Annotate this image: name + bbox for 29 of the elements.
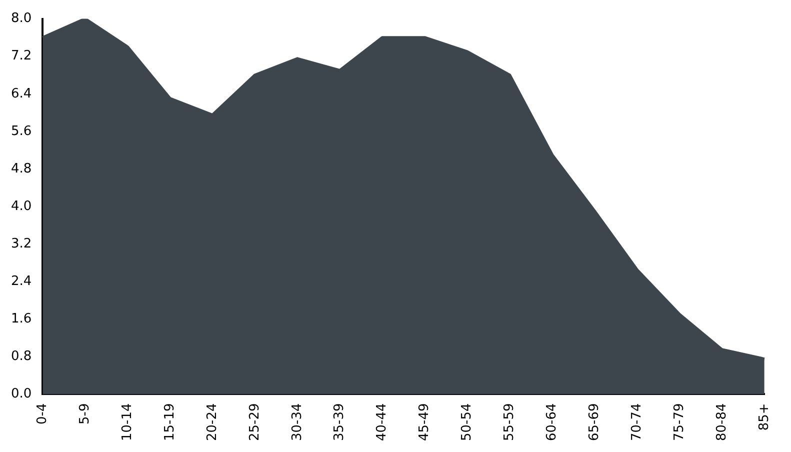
x-tick-label: 60-64 [544, 403, 560, 442]
x-tick-label: 30-34 [290, 403, 305, 442]
y-tick-label: 3.2 [10, 236, 32, 252]
y-tick-label: 4.0 [10, 198, 32, 214]
x-tick-label: 85+ [756, 403, 772, 431]
x-tick-label: 50-54 [460, 403, 475, 442]
x-tick-label: 80-84 [714, 403, 730, 442]
y-tick-label: 0.8 [10, 349, 32, 364]
x-tick-label: 40-44 [374, 403, 390, 442]
x-tick-label: 15-19 [162, 403, 178, 442]
x-tick-label: 20-24 [204, 403, 220, 442]
x-tick-label: 55-59 [502, 403, 518, 442]
y-tick-label: 2.4 [10, 274, 32, 289]
x-tick-label: 45-49 [417, 403, 432, 442]
y-tick-label: 6.4 [10, 86, 32, 102]
x-tick-label: 75-79 [672, 403, 687, 442]
y-tick-label: 0.0 [10, 386, 32, 402]
x-tick-label: 35-39 [332, 403, 348, 442]
y-tick-label: 7.2 [10, 48, 32, 64]
x-tick-label: 0-4 [35, 403, 50, 424]
x-tick-label: 70-74 [629, 403, 644, 442]
x-tick-label: 25-29 [247, 403, 262, 442]
x-tick-label: 65-69 [586, 403, 602, 442]
y-tick-label: 4.8 [10, 161, 32, 176]
y-tick-label: 8.0 [10, 11, 32, 26]
x-tick-label: 10-14 [120, 403, 135, 442]
x-tick-label: 5-9 [78, 403, 93, 424]
y-tick-label: 1.6 [10, 312, 32, 327]
y-tick-label: 5.6 [10, 124, 32, 139]
